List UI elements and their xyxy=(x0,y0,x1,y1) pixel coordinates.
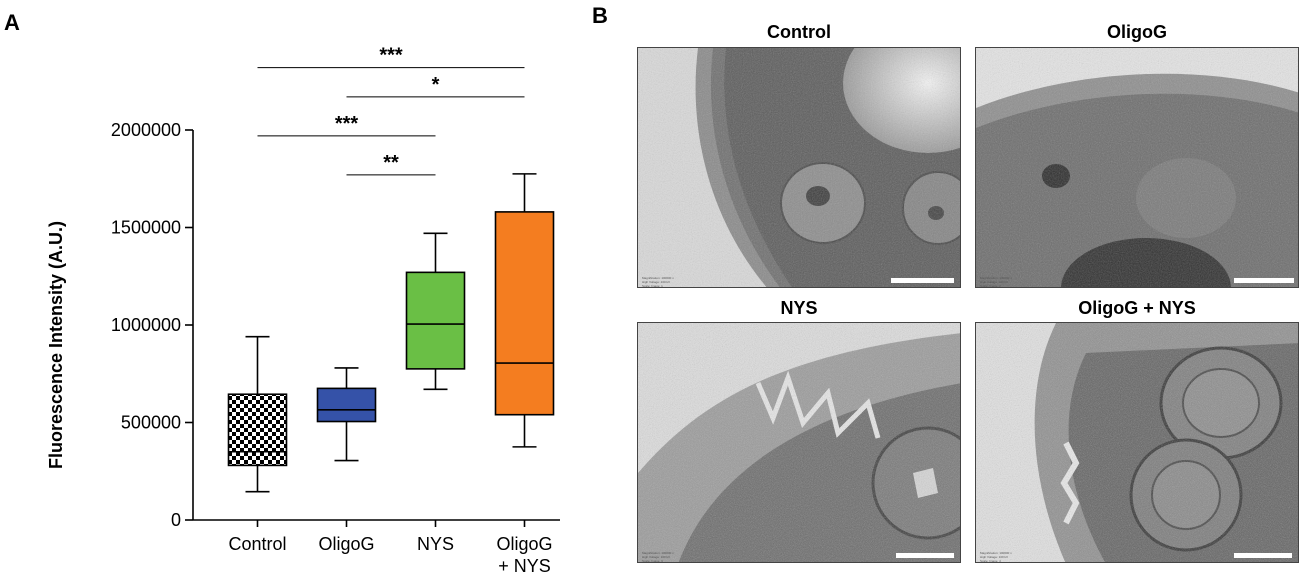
scale-bar xyxy=(1234,278,1294,283)
micrograph-control: Magnification: 100000 x High Voltage: 100… xyxy=(637,47,961,288)
x-tick-label: Control xyxy=(228,534,286,554)
box-iqr xyxy=(494,211,555,416)
box-plot-chart: 0 500000 1000000 1500000 2000000 Fluorescence… xyxy=(46,45,560,574)
y-tick-label: 500000 xyxy=(121,413,181,433)
scale-bar xyxy=(896,553,954,558)
box-iqr xyxy=(316,387,377,423)
y-tick-label: 0 xyxy=(171,510,181,530)
x-tick-label: OligoG xyxy=(496,534,552,554)
panel-a-label: A xyxy=(4,10,20,35)
y-tick-label: 1500000 xyxy=(111,218,181,238)
box-iqr xyxy=(227,393,288,467)
significance-label: * xyxy=(432,74,440,96)
micrograph-title-oligog: OligoG xyxy=(1107,22,1167,42)
x-tick-label: + NYS xyxy=(498,556,551,574)
scale-bar xyxy=(1234,553,1292,558)
micrograph-title-nys: NYS xyxy=(780,298,818,318)
significance-label: *** xyxy=(335,113,359,135)
panel-b-label: B xyxy=(592,3,608,28)
micrograph-nys: Magnification: 100000 x High Voltage: 100… xyxy=(637,322,961,563)
micrograph-title-control: Control xyxy=(767,22,831,42)
micrograph-meta: Magnification: 100000 x High Voltage: 100… xyxy=(980,551,1012,563)
significance-label: ** xyxy=(383,152,399,174)
y-tick-label: 1000000 xyxy=(111,315,181,335)
micrograph-oligog-nys: Magnification: 100000 x High Voltage: 100… xyxy=(975,322,1299,563)
micrograph-meta: Magnification: 100000 x High Voltage: 100… xyxy=(980,276,1012,288)
scale-bar xyxy=(891,278,954,283)
significance-label: *** xyxy=(379,45,403,67)
micrograph-meta: Magnification: 100000 x High Voltage: 100… xyxy=(642,551,674,563)
y-tick-label: 2000000 xyxy=(111,120,181,140)
micrograph-title-oligog-nys: OligoG + NYS xyxy=(1078,298,1196,318)
micrograph-meta: Magnification: 100000 x High Voltage: 100… xyxy=(642,276,674,288)
y-axis-label: Fluorescence Intensity (A.U.) xyxy=(46,221,66,469)
micrograph-oligog: Magnification: 100000 x High Voltage: 100… xyxy=(975,47,1299,288)
x-tick-label: NYS xyxy=(417,534,454,554)
x-tick-label: OligoG xyxy=(318,534,374,554)
box-iqr xyxy=(405,271,466,370)
